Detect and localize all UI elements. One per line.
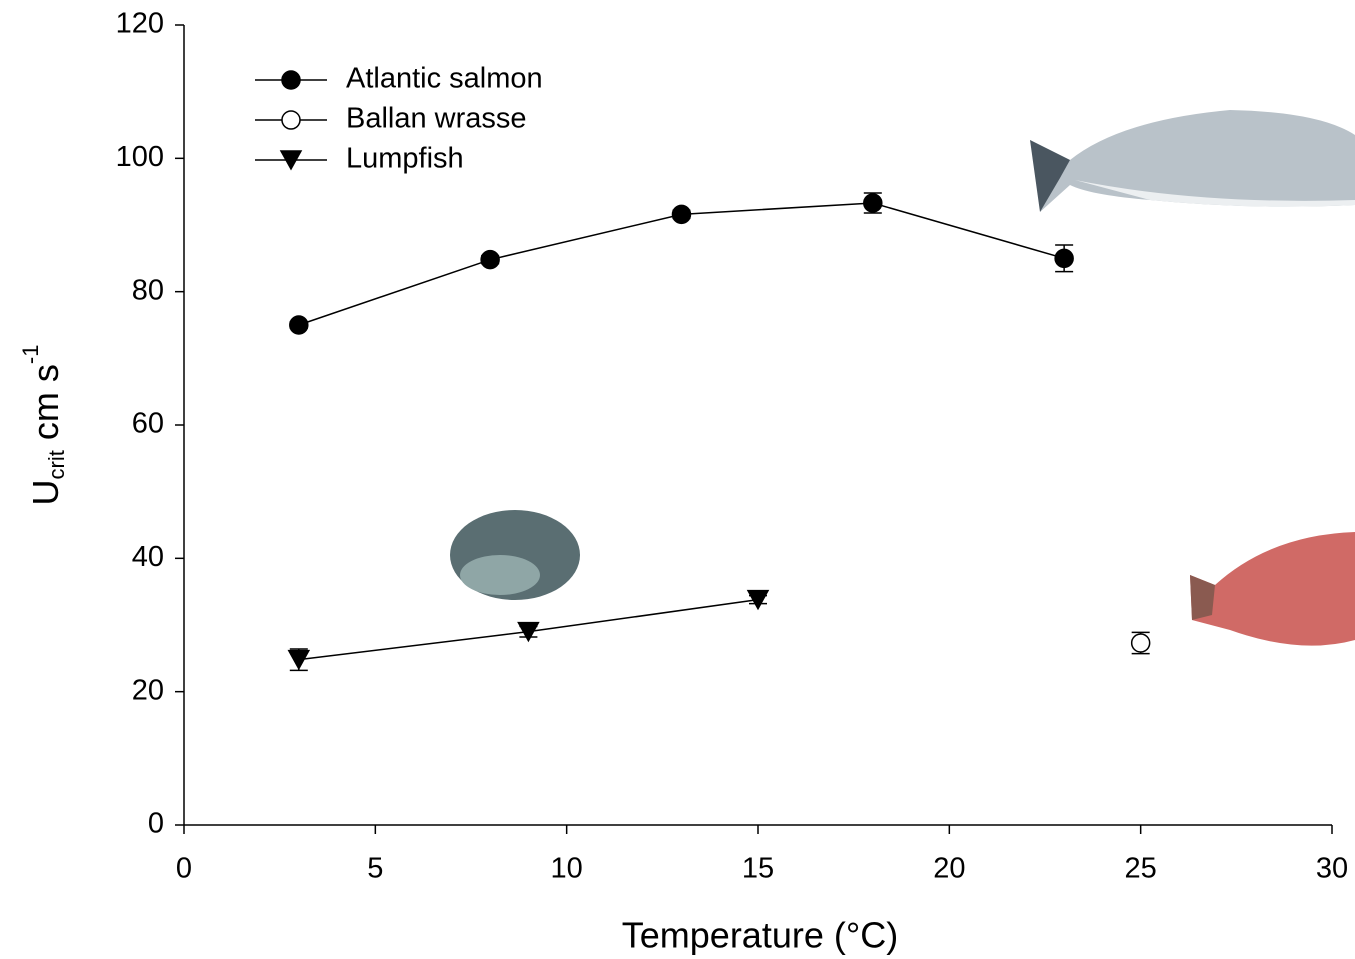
data-point xyxy=(289,315,309,335)
legend-label: Atlantic salmon xyxy=(346,63,543,95)
y-tick-label: 0 xyxy=(148,808,164,840)
legend-label: Lumpfish xyxy=(346,143,464,175)
data-point xyxy=(517,621,540,643)
y-title-sup: -1 xyxy=(18,345,43,365)
x-axis-title: Temperature (°C) xyxy=(622,915,898,956)
legend-marker xyxy=(281,70,301,90)
data-point xyxy=(287,649,311,671)
x-tick-label: 0 xyxy=(176,853,192,885)
y-tick-label: 60 xyxy=(132,408,164,440)
legend-marker xyxy=(281,110,301,130)
data-point xyxy=(863,193,883,213)
x-tick-label: 5 xyxy=(367,853,383,885)
legend-label: Ballan wrasse xyxy=(346,103,527,135)
wrasse-illustration xyxy=(1190,532,1355,646)
y-tick-label: 80 xyxy=(132,274,164,306)
y-tick-label: 120 xyxy=(116,8,164,40)
x-tick-label: 10 xyxy=(551,853,583,885)
y-tick-label: 100 xyxy=(116,141,164,173)
data-point xyxy=(746,589,770,611)
x-tick-label: 20 xyxy=(933,853,965,885)
x-tick-label: 30 xyxy=(1316,853,1348,885)
y-axis-title: Ucrit cm s-1 xyxy=(18,345,69,506)
x-tick-label: 25 xyxy=(1125,853,1157,885)
data-point xyxy=(671,204,692,225)
data-point xyxy=(480,249,500,270)
y-tick-label: 20 xyxy=(132,674,164,706)
y-title-sub: crit xyxy=(44,450,69,479)
legend-marker xyxy=(279,150,303,171)
y-title-base: U xyxy=(25,479,66,505)
data-point xyxy=(1054,248,1074,269)
x-tick-label: 15 xyxy=(742,853,774,885)
y-title-unit: cm s xyxy=(25,364,66,450)
data-point xyxy=(1130,633,1151,653)
lumpfish-illustration xyxy=(450,510,580,600)
salmon-illustration xyxy=(1030,110,1355,212)
y-tick-label: 40 xyxy=(132,541,164,573)
